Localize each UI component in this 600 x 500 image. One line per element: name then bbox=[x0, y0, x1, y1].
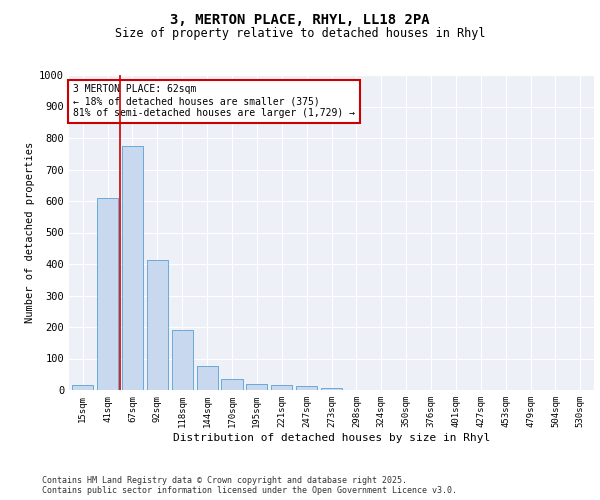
Text: 3, MERTON PLACE, RHYL, LL18 2PA: 3, MERTON PLACE, RHYL, LL18 2PA bbox=[170, 12, 430, 26]
Y-axis label: Number of detached properties: Number of detached properties bbox=[25, 142, 35, 323]
Bar bbox=[97, 198, 118, 390]
Bar bbox=[172, 330, 193, 390]
Bar bbox=[197, 366, 218, 390]
Bar bbox=[246, 384, 268, 390]
Text: Contains HM Land Registry data © Crown copyright and database right 2025.
Contai: Contains HM Land Registry data © Crown c… bbox=[42, 476, 457, 495]
Bar bbox=[321, 388, 342, 390]
Bar bbox=[221, 378, 242, 390]
Bar bbox=[296, 386, 317, 390]
Text: 3 MERTON PLACE: 62sqm
← 18% of detached houses are smaller (375)
81% of semi-det: 3 MERTON PLACE: 62sqm ← 18% of detached … bbox=[73, 84, 355, 117]
Bar bbox=[122, 146, 143, 390]
Bar bbox=[271, 386, 292, 390]
X-axis label: Distribution of detached houses by size in Rhyl: Distribution of detached houses by size … bbox=[173, 432, 490, 442]
Bar bbox=[72, 386, 93, 390]
Text: Size of property relative to detached houses in Rhyl: Size of property relative to detached ho… bbox=[115, 28, 485, 40]
Bar bbox=[147, 260, 168, 390]
